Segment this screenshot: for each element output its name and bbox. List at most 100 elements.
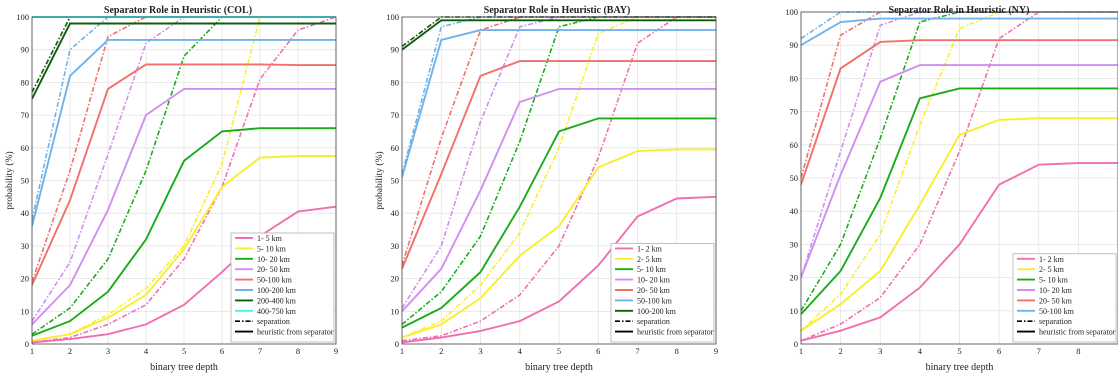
heuristic-line	[801, 117, 1118, 332]
legend-label: 400-750 km	[257, 307, 297, 316]
x-tick-label: 2	[839, 346, 843, 356]
legend-label: 2- 5 km	[637, 255, 663, 264]
heuristic-line	[402, 117, 716, 329]
legend-label: 50-100 km	[257, 276, 293, 285]
y-tick-label: 30	[21, 241, 30, 251]
y-tick-label: 90	[790, 40, 799, 50]
heuristic-line	[32, 22, 336, 100]
x-tick-label: 5	[182, 346, 186, 356]
y-tick-label: 10	[21, 306, 30, 316]
x-tick-label: 3	[478, 346, 482, 356]
legend-label: 20- 50 km	[257, 265, 291, 274]
x-tick-label: 1	[799, 346, 803, 356]
heuristic-line	[801, 64, 1118, 278]
legend-label: 10- 20 km	[637, 276, 671, 285]
heuristic-line	[801, 39, 1118, 185]
chart-title: Separator Role in Heuristic (COL)	[104, 5, 252, 16]
x-tick-label: 7	[258, 346, 262, 356]
chart-title: Separator Role in Heuristic (NY)	[889, 5, 1030, 16]
y-tick-label: 20	[790, 273, 799, 283]
legend-box	[610, 242, 715, 343]
y-tick-label: 30	[391, 241, 400, 251]
grid	[800, 11, 1118, 345]
y-tick-label: 50	[790, 173, 799, 183]
heuristic-line	[801, 17, 1118, 47]
panel-bay: 0 10 20 30 40 50 60 70 80 90 100 1 2 3 4 5 6 7 8 9 Separator…	[374, 5, 718, 373]
heuristic-line	[801, 162, 1118, 342]
y-tick-label: 100	[16, 12, 29, 22]
y-tick-label: 60	[21, 143, 30, 153]
y-axis-label: probability (%)	[374, 151, 385, 209]
heuristic-line	[801, 87, 1118, 315]
x-tick-label: 9	[334, 346, 338, 356]
legend-label: 10- 20 km	[1039, 286, 1073, 295]
y-tick-label: 30	[790, 239, 799, 249]
y-tick-label: 10	[391, 306, 400, 316]
x-tick-label: 8	[296, 346, 300, 356]
panel-col: 0 10 20 30 40 50 60 70 80 90 100 1 2 3 4 5 6 7 8 9 Separator…	[4, 5, 338, 373]
x-tick-label: 5	[557, 346, 561, 356]
x-tick-label: 7	[1037, 346, 1041, 356]
heuristic-line	[402, 148, 716, 339]
legend-label: 20- 50 km	[1039, 296, 1073, 305]
legend-label: 5- 10 km	[637, 265, 667, 274]
chart-title: Separator Role in Heuristic (BAY)	[484, 5, 631, 16]
heuristic-line	[402, 19, 716, 51]
y-tick-label: 0	[25, 339, 29, 349]
heuristic-line	[402, 195, 717, 344]
x-tick-label: 6	[997, 346, 1001, 356]
x-axis-label: binary tree depth	[150, 362, 218, 373]
legend-label: separation	[257, 317, 290, 326]
heuristic-line	[402, 60, 716, 270]
axes-frame	[31, 16, 337, 345]
heuristic-line	[32, 155, 336, 342]
x-tick-label: 6	[220, 346, 224, 356]
y-tick-label: 20	[391, 274, 400, 284]
x-tick-label: 1	[30, 346, 34, 356]
legend-label: 5- 10 km	[257, 244, 287, 253]
legend-label: 50-100 km	[1039, 307, 1075, 316]
axes-frame	[800, 11, 1118, 345]
heuristic-line	[402, 87, 716, 312]
y-tick-label: 100	[386, 12, 399, 22]
heuristic-line	[32, 38, 336, 227]
x-tick-label: 1	[400, 346, 404, 356]
legend-label: 20- 50 km	[637, 286, 671, 295]
heuristic-line	[32, 127, 336, 337]
x-tick-label: 4	[144, 346, 149, 356]
x-tick-label: 3	[878, 346, 882, 356]
y-tick-label: 70	[391, 110, 400, 120]
y-tick-label: 0	[395, 339, 399, 349]
x-tick-label: 4	[918, 346, 923, 356]
y-tick-label: 80	[790, 73, 799, 83]
legend-label: separation	[637, 317, 670, 326]
y-tick-label: 50	[21, 176, 30, 186]
heuristic-line	[32, 87, 336, 326]
legend-label: heuristic from separator	[257, 328, 334, 337]
panel-ny: 0 10 20 30 40 50 60 70 80 90 100 1 2 3 4 5 6 7 8 Separator …	[785, 5, 1118, 373]
x-tick-label: 3	[106, 346, 110, 356]
legend-label: 100-200 km	[637, 307, 677, 316]
legend-label: 2- 5 km	[1039, 265, 1065, 274]
y-tick-label: 100	[785, 7, 798, 17]
legend-label: 1- 2 km	[1039, 255, 1065, 264]
legend-label: 1- 5 km	[257, 234, 283, 243]
x-axis-label: binary tree depth	[926, 362, 994, 373]
y-tick-label: 40	[391, 208, 400, 218]
axes-frame	[401, 16, 717, 345]
legend-label: 100-200 km	[257, 286, 297, 295]
x-axis-label: binary tree depth	[525, 362, 593, 373]
x-tick-label: 2	[439, 346, 443, 356]
x-tick-label: 7	[635, 346, 639, 356]
x-tick-label: 8	[675, 346, 679, 356]
y-axis-label: probability (%)	[4, 151, 15, 209]
legend-box	[230, 232, 335, 343]
heuristic-line	[32, 63, 336, 286]
legend-label: separation	[1039, 317, 1072, 326]
y-tick-label: 40	[790, 206, 799, 216]
legend-label: heuristic from separator	[637, 328, 714, 337]
legend-label: 50-100 km	[637, 296, 673, 305]
y-tick-label: 60	[790, 140, 799, 150]
